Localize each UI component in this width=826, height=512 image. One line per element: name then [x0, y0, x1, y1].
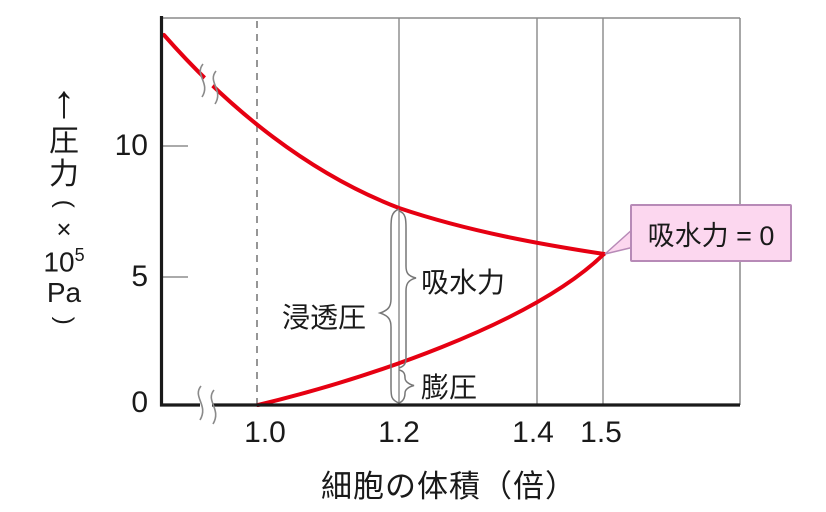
- y-axis-close-paren: ): [50, 316, 78, 325]
- y-axis-label-char-1: 圧: [49, 124, 79, 158]
- y-axis-times-sign: ×: [56, 214, 72, 245]
- label-osmotic-pressure: 浸透圧: [282, 302, 367, 333]
- x-tick-label-1.5: 1.5: [580, 416, 622, 449]
- callout-suction-zero: 吸水力 = 0: [630, 204, 792, 262]
- axis-break-squiggle-2: [210, 389, 217, 425]
- up-arrow-icon: ↑: [52, 75, 76, 127]
- y-axis-open-paren: (: [50, 199, 78, 208]
- x-axis-title: 細胞の体積（倍）: [321, 469, 577, 504]
- curve-break-squiggle-1: [199, 63, 206, 98]
- x-tick-label-1.4: 1.4: [512, 416, 554, 449]
- curve-break-gap: [192, 70, 220, 100]
- y-tick-label-10: 10: [114, 129, 148, 162]
- y-axis-label-char-2: 力: [49, 158, 79, 192]
- y-axis-power: 105: [43, 244, 85, 277]
- y-axis-unit: Pa: [46, 277, 82, 309]
- x-tick-label-1.2: 1.2: [378, 416, 420, 449]
- x-tick-label-1.0: 1.0: [244, 416, 286, 449]
- callout-suction-zero-text: 吸水力 = 0: [647, 220, 775, 251]
- brace-turgor: [398, 369, 415, 404]
- y-axis-label: ↑ 圧 力 ( × 105 Pa ): [34, 75, 94, 331]
- label-turgor-pressure: 膨圧: [421, 372, 478, 403]
- label-suction-force: 吸水力: [421, 267, 506, 298]
- brace-osmotic: [377, 208, 400, 404]
- turgor-pressure-curve: [256, 252, 606, 407]
- curve-break-squiggle-2: [212, 70, 219, 105]
- y-axis-power-exponent: 5: [74, 244, 85, 265]
- y-axis-power-base: 10: [43, 245, 75, 277]
- osmotic-pressure-curve: [162, 33, 606, 256]
- axis-break-squiggle-1: [197, 385, 204, 421]
- y-tick-label-5: 5: [131, 260, 148, 293]
- y-tick-label-0: 0: [131, 386, 148, 419]
- brace-suction: [398, 210, 417, 369]
